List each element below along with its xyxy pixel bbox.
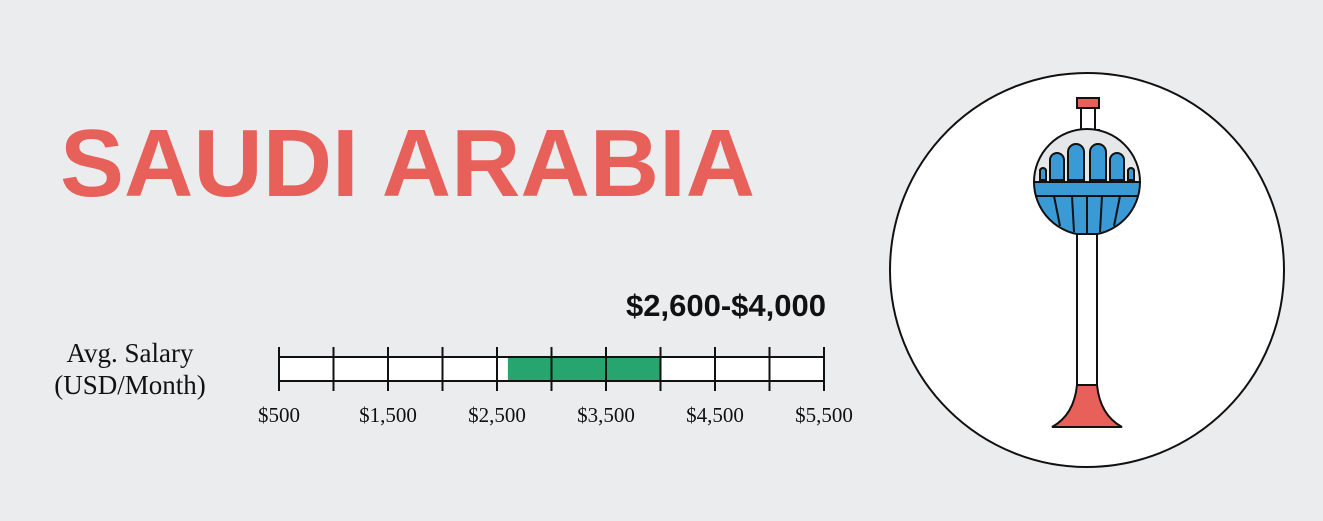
- windows: [1039, 143, 1135, 181]
- range-chart: $500 $1,500 $2,500 $3,500 $4,500 $5,500 $2,600…: [258, 288, 853, 427]
- chart-title: SAUDI ARABIA: [60, 110, 755, 217]
- x-tick-label: $4,500: [686, 403, 744, 427]
- x-tick-label: $3,500: [577, 403, 635, 427]
- base: [1051, 384, 1123, 428]
- x-tick-label: $1,500: [359, 403, 417, 427]
- stem: [1076, 233, 1098, 386]
- sphere-ribs: [1053, 195, 1121, 234]
- axis-label: Avg. Salary: [67, 338, 194, 368]
- value-label: $2,600-$4,000: [626, 288, 826, 323]
- x-tick-label: $500: [258, 403, 300, 427]
- x-tick-label: $5,500: [795, 403, 853, 427]
- tower-illustration: [889, 72, 1285, 468]
- range-bar: [507, 358, 661, 380]
- axis-label: (USD/Month): [54, 370, 206, 400]
- spire: [1080, 107, 1096, 131]
- cap: [1076, 97, 1100, 109]
- x-tick-label: $2,500: [468, 403, 526, 427]
